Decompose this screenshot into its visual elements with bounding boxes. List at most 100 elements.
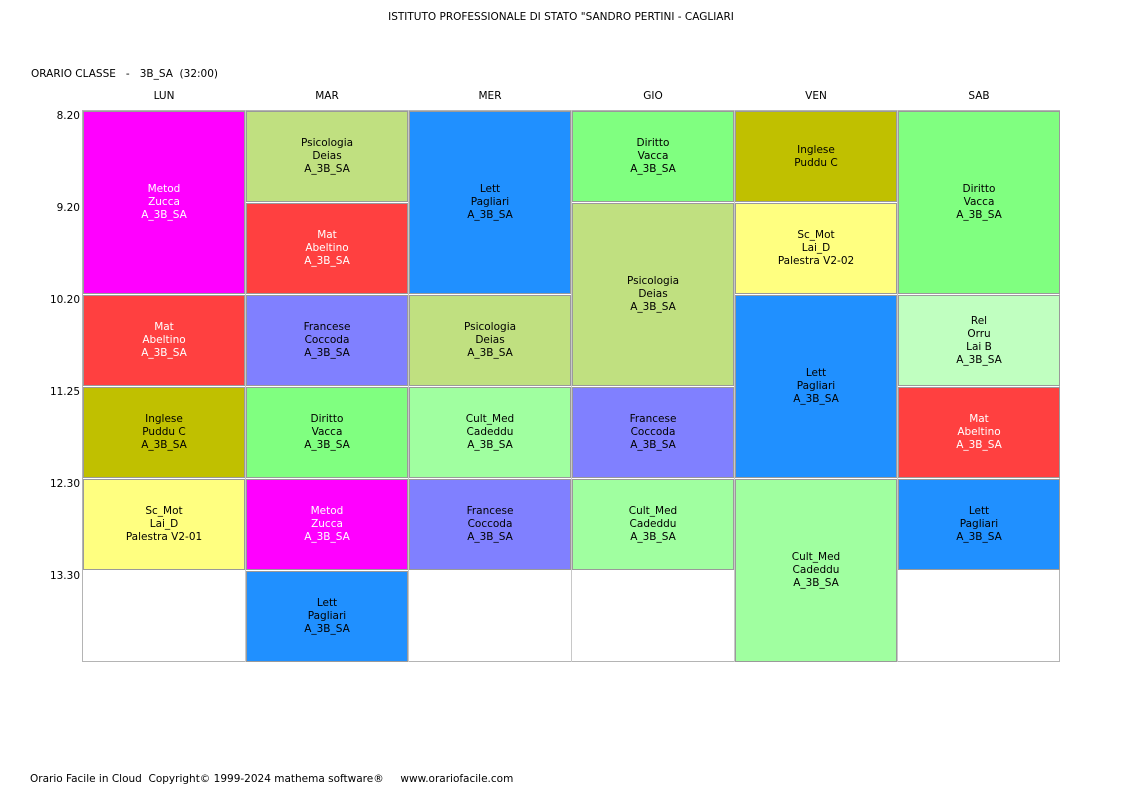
column-divider — [571, 110, 572, 662]
lesson-room: A_3B_SA — [304, 347, 350, 359]
day-header-lun: LUN — [153, 90, 175, 102]
lesson-cell-mat[interactable]: Mat Abeltino A_3B_SA — [246, 203, 408, 294]
lesson-cell-cult-med[interactable]: Cult_Med Cadeddu A_3B_SA — [572, 479, 734, 570]
lesson-teacher: Coccoda — [467, 518, 513, 530]
lesson-subject: Diritto — [962, 183, 996, 195]
lesson-subject: Francese — [303, 321, 351, 333]
lesson-room: A_3B_SA — [141, 209, 187, 221]
lesson-cell-francese[interactable]: Francese Coccoda A_3B_SA — [409, 479, 571, 570]
time-label: 13.30 — [49, 570, 80, 582]
lesson-teacher: Zucca — [311, 518, 343, 530]
lesson-cell-lett[interactable]: Lett Pagliari A_3B_SA — [409, 111, 571, 294]
footer-copyright: Orario Facile in Cloud Copyright© 1999-2… — [30, 773, 514, 785]
lesson-teacher: Cadeddu — [629, 518, 677, 530]
lesson-subject: Cult_Med — [628, 505, 678, 517]
lesson-cell-lett[interactable]: Lett Pagliari A_3B_SA — [898, 479, 1060, 570]
column-divider — [734, 110, 735, 662]
lesson-room: A_3B_SA — [630, 531, 676, 543]
day-header-gio: GIO — [643, 90, 663, 102]
lesson-cell-francese[interactable]: Francese Coccoda A_3B_SA — [246, 295, 408, 386]
lesson-teacher: Coccoda — [630, 426, 676, 438]
lesson-room: A_3B_SA — [304, 163, 350, 175]
lesson-cell-diritto[interactable]: Diritto Vacca A_3B_SA — [246, 387, 408, 478]
lesson-teacher: Deias — [475, 334, 505, 346]
lesson-room: Palestra V2-02 — [777, 255, 855, 267]
lesson-cell-lett[interactable]: Lett Pagliari A_3B_SA — [735, 295, 897, 478]
lesson-subject: Psicologia — [626, 275, 680, 287]
lesson-cell-inglese[interactable]: Inglese Puddu C A_3B_SA — [83, 387, 245, 478]
lesson-subject: Cult_Med — [791, 551, 841, 563]
lesson-teacher: Pagliari — [307, 610, 347, 622]
lesson-subject: Metod — [147, 183, 181, 195]
lesson-cell-cult-med[interactable]: Cult_Med Cadeddu A_3B_SA — [409, 387, 571, 478]
lesson-room: A_3B_SA — [304, 255, 350, 267]
lesson-teacher: Abeltino — [957, 426, 1001, 438]
lesson-teacher: Zucca — [148, 196, 180, 208]
column-divider — [897, 110, 898, 662]
lesson-subject: Psicologia — [300, 137, 354, 149]
lesson-cell-mat[interactable]: Mat Abeltino A_3B_SA — [83, 295, 245, 386]
lesson-room: Palestra V2-01 — [125, 531, 203, 543]
lesson-room: A_3B_SA — [956, 209, 1002, 221]
lesson-room: A_3B_SA — [304, 439, 350, 451]
lesson-subject: Francese — [466, 505, 514, 517]
lesson-teacher: Lai_D — [801, 242, 831, 254]
lesson-subject: Psicologia — [463, 321, 517, 333]
lesson-cell-sc-mot[interactable]: Sc_Mot Lai_D Palestra V2-02 — [735, 203, 897, 294]
lesson-teacher: Lai_D — [149, 518, 179, 530]
lesson-teacher: Vacca — [637, 150, 669, 162]
lesson-teacher: Abeltino — [305, 242, 349, 254]
lesson-teacher: Cadeddu — [466, 426, 514, 438]
lesson-cell-lett[interactable]: Lett Pagliari A_3B_SA — [246, 571, 408, 662]
day-header-mer: MER — [478, 90, 502, 102]
lesson-cell-diritto[interactable]: Diritto Vacca A_3B_SA — [572, 111, 734, 202]
lesson-room: A_3B_SA — [467, 531, 513, 543]
lesson-teacher: Orru — [967, 327, 991, 340]
lesson-room: A_3B_SA — [467, 439, 513, 451]
lesson-cell-cult-med[interactable]: Cult_Med Cadeddu A_3B_SA — [735, 479, 897, 662]
lesson-room: A_3B_SA — [141, 439, 187, 451]
lesson-teacher: Vacca — [963, 196, 995, 208]
lesson-subject: Lett — [805, 367, 827, 379]
school-title: ISTITUTO PROFESSIONALE DI STATO "SANDRO … — [388, 11, 734, 23]
lesson-subject: Sc_Mot — [145, 505, 183, 517]
lesson-teacher: Pagliari — [470, 196, 510, 208]
lesson-cell-mat[interactable]: Mat Abeltino A_3B_SA — [898, 387, 1060, 478]
lesson-teacher: Pagliari — [959, 518, 999, 530]
lesson-teacher: Vacca — [311, 426, 343, 438]
lesson-room: A_3B_SA — [467, 209, 513, 221]
time-label: 8.20 — [56, 110, 80, 122]
lesson-subject: Metod — [310, 505, 344, 517]
lesson-teacher: Deias — [312, 150, 342, 162]
lesson-cell-diritto[interactable]: Diritto Vacca A_3B_SA — [898, 111, 1060, 294]
lesson-teacher: Coccoda — [304, 334, 350, 346]
lesson-teacher: Cadeddu — [792, 564, 840, 576]
lesson-subject: Mat — [969, 413, 989, 425]
lesson-room: A_3B_SA — [956, 353, 1002, 366]
lesson-room: A_3B_SA — [304, 623, 350, 635]
lesson-subject: Francese — [629, 413, 677, 425]
column-divider — [408, 110, 409, 662]
column-divider — [245, 110, 246, 662]
lesson-cell-psicologia[interactable]: Psicologia Deias A_3B_SA — [572, 203, 734, 386]
lesson-subject: Lett — [316, 597, 338, 609]
time-label: 10.20 — [49, 294, 80, 306]
time-label: 11.25 — [49, 386, 80, 398]
lesson-cell-psicologia[interactable]: Psicologia Deias A_3B_SA — [409, 295, 571, 386]
class-label: ORARIO CLASSE - 3B_SA (32:00) — [31, 68, 219, 80]
lesson-subject: Inglese — [145, 413, 183, 425]
lesson-subject: Diritto — [636, 137, 670, 149]
lesson-cell-francese[interactable]: Francese Coccoda A_3B_SA — [572, 387, 734, 478]
lesson-cell-metod[interactable]: Metod Zucca A_3B_SA — [83, 111, 245, 294]
lesson-subject: Rel — [970, 314, 988, 327]
lesson-cell-rel[interactable]: Rel Orru Lai B A_3B_SA — [898, 295, 1060, 386]
lesson-subject: Mat — [154, 321, 174, 333]
lesson-room: Puddu C — [794, 156, 838, 169]
lesson-cell-sc-mot[interactable]: Sc_Mot Lai_D Palestra V2-01 — [83, 479, 245, 570]
lesson-cell-metod[interactable]: Metod Zucca A_3B_SA — [246, 479, 408, 570]
lesson-cell-inglese[interactable]: Inglese Puddu C — [735, 111, 897, 202]
lesson-subject: Sc_Mot — [797, 229, 835, 241]
lesson-subject: Lett — [479, 183, 501, 195]
lesson-subject: Cult_Med — [465, 413, 515, 425]
lesson-cell-psicologia[interactable]: Psicologia Deias A_3B_SA — [246, 111, 408, 202]
